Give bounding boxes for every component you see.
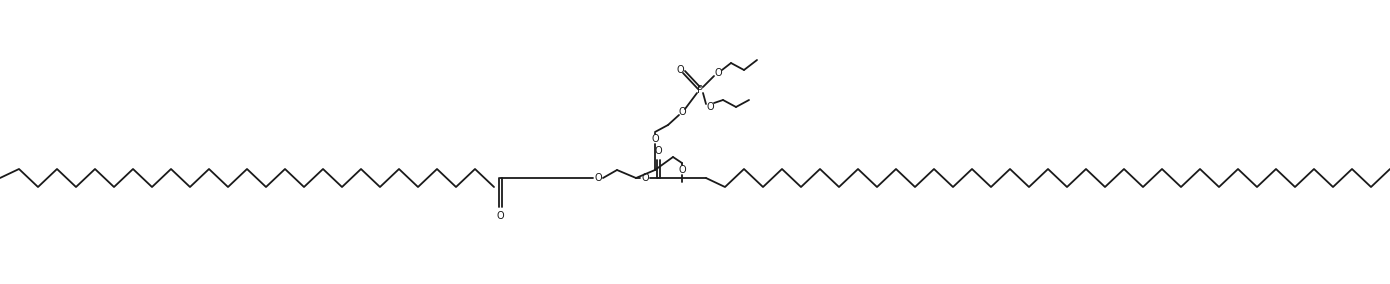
Text: O: O xyxy=(706,102,714,112)
Text: O: O xyxy=(678,165,685,175)
Text: O: O xyxy=(678,107,685,117)
Text: O: O xyxy=(651,134,659,144)
Text: O: O xyxy=(676,65,684,75)
Text: O: O xyxy=(714,68,721,78)
Text: O: O xyxy=(594,173,602,183)
Text: O: O xyxy=(641,173,649,183)
Text: O: O xyxy=(496,211,503,221)
Text: O: O xyxy=(655,146,662,156)
Text: P: P xyxy=(696,85,703,95)
